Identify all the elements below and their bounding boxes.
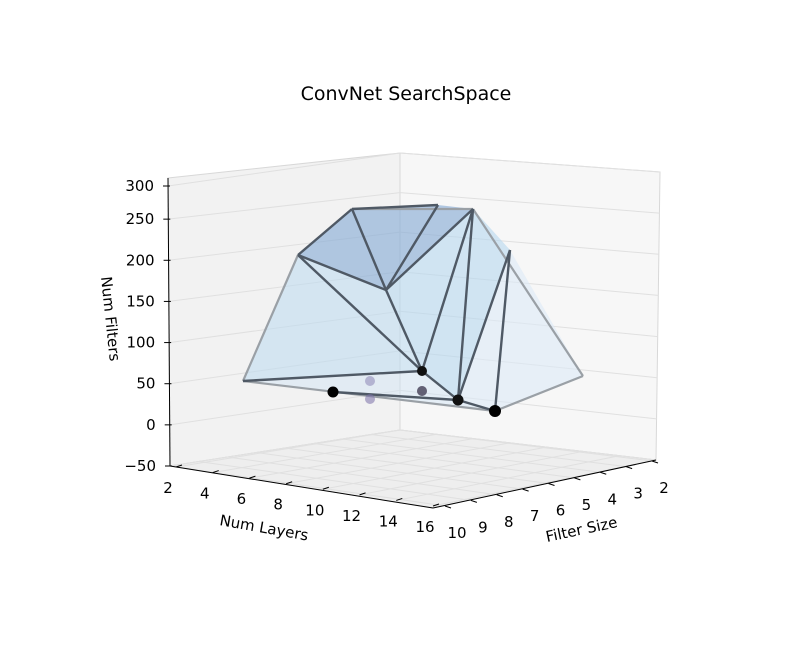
x-tick-label: 2 [163, 479, 173, 497]
y-tick [470, 499, 478, 503]
chart-title: ConvNet SearchSpace [301, 83, 512, 105]
hull-face-bottom [243, 371, 495, 411]
hull-face-left [243, 255, 422, 381]
x-tick [175, 464, 183, 468]
x-tick-label: 12 [342, 507, 361, 525]
z-tick-label: 300 [125, 177, 154, 195]
z-tick-label: 100 [127, 334, 156, 352]
hull-edges-front [242, 203, 512, 413]
z-axis-line [167, 177, 171, 467]
data-point-faint [417, 386, 427, 396]
y-tick-label: 8 [504, 513, 514, 531]
x-tick [285, 481, 293, 485]
y-tick [444, 505, 452, 509]
y-tick-label: 6 [556, 502, 566, 520]
data-points [327, 366, 501, 417]
y-tick [574, 477, 581, 481]
z-tick-label: 50 [136, 375, 155, 393]
y-gridline [371, 434, 627, 468]
y-tick-label: 10 [447, 524, 466, 542]
y-tick-label: 4 [607, 490, 617, 508]
y-tick [496, 494, 503, 498]
x-tick [322, 486, 330, 490]
z-gridline [168, 192, 401, 220]
z-axis-label: Num Filters [97, 276, 124, 363]
z-tick-label: −50 [124, 457, 156, 475]
y-gridline [256, 452, 523, 490]
z-tick-label: 150 [126, 292, 155, 310]
z-tick-label: 250 [126, 210, 155, 228]
x-tick [359, 492, 366, 496]
hull-face-top [298, 205, 473, 290]
x-tick-label: 4 [200, 485, 210, 503]
x-tick-label: 16 [415, 518, 434, 536]
data-point [452, 394, 464, 406]
y-tick-label: 5 [582, 496, 592, 514]
data-point [417, 386, 427, 396]
y-tick [625, 466, 633, 470]
y-tick [651, 460, 659, 464]
y-tick [600, 471, 607, 475]
hull-face-center [386, 209, 510, 400]
data-point-faint [365, 394, 375, 404]
y-axis-line [432, 459, 657, 509]
hull-face-right [458, 250, 583, 411]
y-tick-label: 2 [659, 479, 669, 497]
x-axis-label: Num Layers [218, 511, 310, 544]
x-tick [212, 470, 219, 474]
data-point-faint [365, 376, 375, 386]
y-tick-label: 7 [530, 507, 540, 525]
data-point [327, 386, 339, 398]
y-tick-label: 3 [633, 485, 643, 503]
data-point [489, 405, 501, 417]
z-tick-label: 0 [146, 416, 156, 434]
x-tick-label: 8 [273, 496, 283, 514]
x-tick-label: 6 [237, 490, 247, 508]
y-gridline [313, 443, 575, 479]
x-tick-label: 14 [379, 512, 398, 530]
data-point [417, 366, 427, 376]
x-tick [396, 497, 403, 501]
y-gridline [227, 456, 497, 496]
z-gridline [399, 389, 657, 420]
y-gridline [342, 438, 601, 473]
z-tick-label: 200 [126, 251, 155, 269]
x-axis-line [169, 465, 434, 509]
y-tick-label: 9 [478, 518, 488, 536]
y-gridline [399, 429, 653, 462]
z-gridline [399, 192, 660, 214]
x-tick [249, 475, 256, 479]
y-tick [522, 488, 529, 492]
y-tick [548, 483, 555, 486]
z-gridline [399, 152, 661, 173]
z-gridline [167, 152, 401, 187]
x-tick [432, 503, 440, 507]
y-gridline [198, 461, 471, 501]
y-gridline [284, 447, 549, 484]
x-tick-label: 10 [305, 501, 324, 519]
hull-surface [241, 203, 584, 413]
